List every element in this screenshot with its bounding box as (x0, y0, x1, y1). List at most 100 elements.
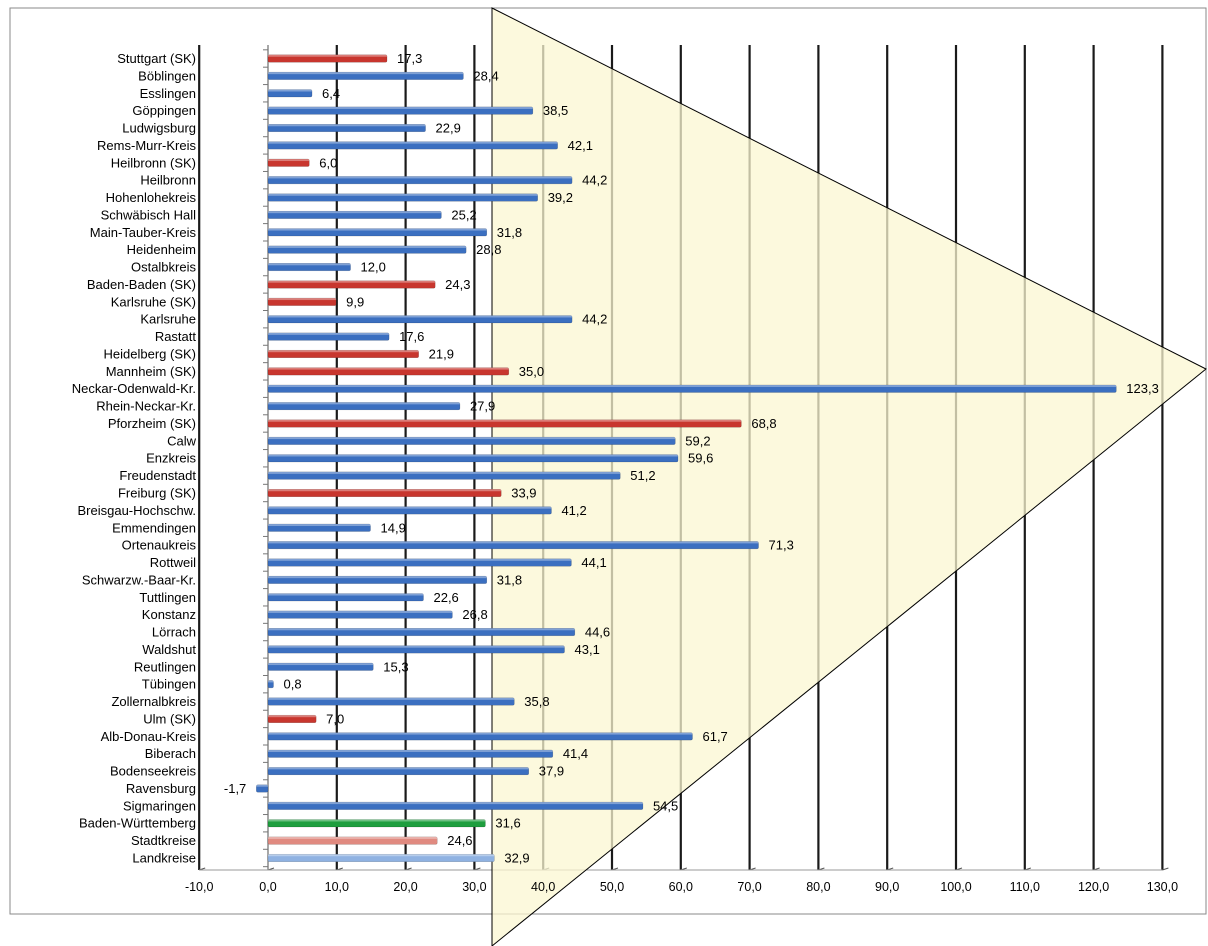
bar-highlight (268, 854, 495, 857)
bar (267, 558, 572, 567)
bar-highlight (268, 697, 515, 700)
category-label: Heilbronn (SK) (111, 155, 196, 170)
gridline-foot (1162, 867, 1169, 871)
data-label: 44,6 (585, 625, 610, 640)
category-label: Waldshut (142, 642, 196, 657)
bar (267, 541, 759, 550)
bar (267, 436, 676, 445)
category-label: Bodenseekreis (110, 764, 196, 779)
bar (267, 489, 502, 497)
x-tick-label: 10,0 (325, 880, 349, 894)
category-label: Schwäbisch Hall (101, 207, 196, 222)
bar (267, 680, 274, 689)
x-tick-label: -10,0 (185, 880, 214, 894)
data-label: 59,2 (685, 433, 710, 448)
x-tick-label: 100,0 (940, 880, 971, 894)
data-label: 26,8 (462, 607, 487, 622)
bar-highlight (268, 350, 419, 353)
bar-highlight (268, 732, 693, 735)
category-label: Stuttgart (SK) (117, 51, 196, 66)
data-label: 41,4 (563, 746, 588, 761)
data-label: 33,9 (511, 486, 536, 501)
x-tick-label: 80,0 (806, 880, 830, 894)
bar-highlight (268, 176, 573, 179)
data-label: 44,2 (582, 173, 607, 188)
data-label: 35,8 (524, 694, 549, 709)
category-label: Zollernalbkreis (111, 694, 196, 709)
bar (267, 610, 453, 619)
category-label: Landkreise (132, 850, 196, 865)
bar (267, 506, 552, 515)
data-label: -1,7 (224, 781, 246, 796)
x-tick-label: 130,0 (1147, 880, 1178, 894)
x-tick-label: 40,0 (531, 880, 555, 894)
category-label: Neckar-Odenwald-Kr. (72, 381, 196, 396)
category-label: Rottweil (150, 555, 196, 570)
bar-highlight (268, 141, 558, 144)
category-label: Breisgau-Hochschw. (78, 503, 197, 518)
bar (267, 714, 317, 723)
data-label: 43,1 (575, 642, 600, 657)
data-label: 31,6 (495, 816, 520, 831)
data-label: 123,3 (1126, 381, 1159, 396)
category-label: Tübingen (142, 677, 196, 692)
bar (267, 158, 310, 167)
data-label: 59,6 (688, 451, 713, 466)
bar-highlight (268, 506, 552, 509)
bar-highlight (268, 715, 317, 718)
bar (267, 593, 424, 602)
category-label: Rastatt (155, 329, 197, 344)
bar (267, 349, 419, 358)
category-label: Böblingen (138, 68, 196, 83)
data-label: 41,2 (561, 503, 586, 518)
data-label: 44,1 (581, 555, 606, 570)
bar-highlight (268, 610, 453, 613)
category-label: Stadtkreise (131, 833, 196, 848)
bar-highlight (268, 663, 374, 666)
data-label: 51,2 (630, 468, 655, 483)
data-label: 28,8 (476, 242, 501, 257)
data-label: 0,8 (284, 677, 302, 692)
bar (267, 193, 538, 202)
bar-highlight (268, 367, 509, 370)
category-label: Calw (167, 433, 197, 448)
data-label: 31,8 (497, 225, 522, 240)
bar (267, 419, 742, 428)
bar-highlight (268, 576, 487, 579)
category-label: Lörrach (152, 625, 196, 640)
data-label: 14,9 (381, 520, 406, 535)
data-label: 42,1 (568, 138, 593, 153)
category-label: Heilbronn (140, 173, 196, 188)
bar-highlight (268, 402, 460, 405)
bar (267, 71, 464, 80)
bar (267, 176, 573, 185)
bar-highlight (268, 54, 388, 57)
bar-highlight (268, 263, 351, 266)
bar-highlight (268, 819, 486, 822)
data-label: 35,0 (519, 364, 544, 379)
bar-highlight (268, 228, 487, 231)
category-label: Hohenlohekreis (106, 190, 197, 205)
data-label: 44,2 (582, 312, 607, 327)
bar (267, 575, 488, 584)
bar-highlight (268, 767, 529, 770)
category-label: Emmendingen (112, 520, 196, 535)
category-label: Heidelberg (SK) (104, 346, 197, 361)
bar (267, 384, 1117, 393)
bar-highlight (268, 245, 467, 248)
bar (267, 315, 573, 324)
x-tick-label: 110,0 (1010, 880, 1040, 894)
x-tick-label: 60,0 (669, 880, 693, 894)
bar-highlight (268, 558, 572, 561)
category-labels: Stuttgart (SK) Böblingen Esslingen Göppinge… (72, 51, 197, 865)
bar-highlight (268, 437, 676, 440)
category-label: Schwarzw.-Baar-Kr. (82, 572, 196, 587)
bar-highlight (268, 749, 553, 752)
x-tick-label: 20,0 (393, 880, 417, 894)
bar-highlight (268, 315, 573, 318)
data-label: 17,3 (397, 51, 422, 66)
category-label: Heidenheim (127, 242, 196, 257)
bar (267, 228, 488, 237)
category-label: Pforzheim (SK) (108, 416, 196, 431)
data-label: 24,3 (445, 277, 470, 292)
